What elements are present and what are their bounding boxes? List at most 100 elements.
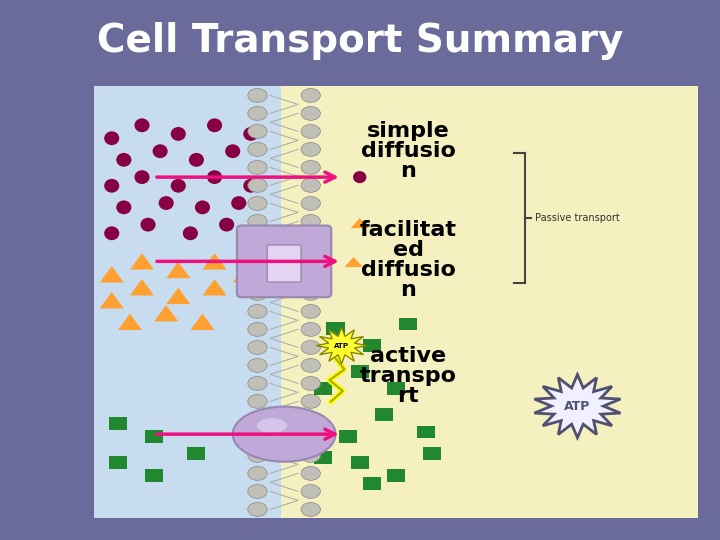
Polygon shape — [166, 288, 190, 304]
Ellipse shape — [195, 200, 210, 214]
Ellipse shape — [158, 196, 174, 210]
Circle shape — [301, 197, 320, 210]
Circle shape — [301, 251, 320, 264]
Circle shape — [248, 106, 267, 120]
Text: simple
diffusio
n: simple diffusio n — [361, 121, 456, 181]
Bar — [351, 365, 369, 378]
Polygon shape — [202, 279, 227, 295]
Circle shape — [248, 125, 267, 138]
Polygon shape — [316, 327, 367, 364]
Ellipse shape — [135, 170, 150, 184]
Circle shape — [301, 322, 320, 336]
Circle shape — [301, 106, 320, 120]
Circle shape — [301, 268, 320, 282]
Polygon shape — [351, 218, 369, 228]
Ellipse shape — [257, 418, 287, 433]
Circle shape — [301, 125, 320, 138]
Ellipse shape — [183, 226, 198, 240]
Bar — [338, 430, 356, 443]
Ellipse shape — [104, 131, 120, 145]
Ellipse shape — [219, 218, 234, 232]
Text: facilitat
ed
diffusio
n: facilitat ed diffusio n — [359, 220, 456, 300]
Bar — [387, 382, 405, 395]
FancyBboxPatch shape — [267, 245, 301, 282]
Circle shape — [248, 179, 267, 192]
Bar — [187, 447, 205, 460]
Ellipse shape — [116, 153, 132, 167]
Text: Cell Transport Summary: Cell Transport Summary — [96, 22, 624, 59]
Circle shape — [248, 322, 267, 336]
Circle shape — [301, 467, 320, 480]
Circle shape — [248, 395, 267, 408]
Circle shape — [248, 305, 267, 318]
Circle shape — [248, 430, 267, 444]
Bar — [145, 469, 163, 482]
Bar — [315, 451, 333, 464]
Circle shape — [248, 197, 267, 210]
Ellipse shape — [104, 179, 120, 193]
Bar — [315, 382, 333, 395]
Circle shape — [248, 160, 267, 174]
Ellipse shape — [135, 118, 150, 132]
Polygon shape — [154, 305, 179, 321]
Circle shape — [301, 359, 320, 372]
Polygon shape — [202, 253, 227, 269]
Ellipse shape — [140, 218, 156, 232]
Text: active
transpo
rt: active transpo rt — [359, 346, 456, 406]
Circle shape — [248, 251, 267, 264]
Circle shape — [248, 449, 267, 462]
Polygon shape — [130, 253, 154, 269]
Ellipse shape — [243, 127, 258, 141]
Ellipse shape — [171, 179, 186, 193]
Circle shape — [301, 287, 320, 300]
Bar — [375, 408, 393, 421]
Circle shape — [248, 214, 267, 228]
Circle shape — [301, 179, 320, 192]
Circle shape — [248, 143, 267, 156]
Ellipse shape — [233, 407, 336, 462]
Circle shape — [248, 287, 267, 300]
Bar — [94, 86, 281, 518]
Ellipse shape — [243, 179, 258, 193]
Bar — [387, 469, 405, 482]
Circle shape — [248, 359, 267, 372]
Text: ATP: ATP — [334, 342, 349, 349]
Circle shape — [248, 233, 267, 246]
Ellipse shape — [207, 118, 222, 132]
FancyBboxPatch shape — [237, 226, 331, 297]
Bar — [399, 318, 417, 330]
Ellipse shape — [171, 127, 186, 141]
Polygon shape — [233, 266, 257, 282]
Polygon shape — [99, 266, 124, 282]
Circle shape — [301, 413, 320, 426]
Circle shape — [301, 214, 320, 228]
Circle shape — [248, 484, 267, 498]
Text: ATP: ATP — [564, 400, 590, 413]
Bar — [363, 339, 381, 352]
Circle shape — [248, 268, 267, 282]
Circle shape — [301, 233, 320, 246]
Circle shape — [248, 341, 267, 354]
Circle shape — [301, 449, 320, 462]
Ellipse shape — [153, 144, 168, 158]
Circle shape — [248, 467, 267, 480]
Ellipse shape — [116, 200, 132, 214]
Circle shape — [248, 376, 267, 390]
Bar — [417, 426, 436, 438]
Circle shape — [301, 484, 320, 498]
Circle shape — [301, 430, 320, 444]
Ellipse shape — [104, 226, 120, 240]
Ellipse shape — [189, 153, 204, 167]
Bar — [423, 447, 441, 460]
Circle shape — [301, 395, 320, 408]
Polygon shape — [118, 314, 142, 330]
Bar — [326, 322, 345, 335]
Bar — [351, 456, 369, 469]
Text: Passive transport: Passive transport — [535, 213, 620, 223]
Ellipse shape — [225, 144, 240, 158]
Bar — [145, 430, 163, 443]
Polygon shape — [190, 314, 215, 330]
Ellipse shape — [353, 171, 366, 183]
Polygon shape — [99, 292, 124, 308]
Polygon shape — [534, 375, 621, 437]
